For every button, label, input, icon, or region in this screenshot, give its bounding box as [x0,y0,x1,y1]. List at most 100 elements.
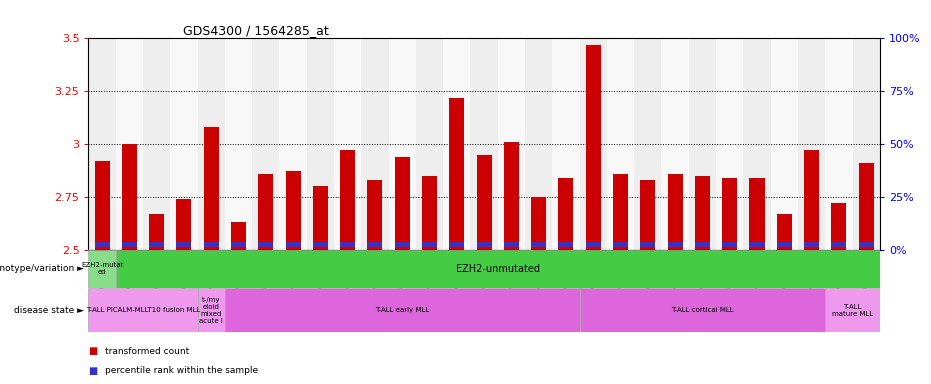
Bar [334,38,361,250]
Bar [662,38,689,250]
Bar [258,242,274,248]
Text: genotype/variation ►: genotype/variation ► [0,264,84,273]
Bar [197,288,225,332]
Bar [804,150,819,250]
Text: disease state ►: disease state ► [14,306,84,314]
Bar [498,38,525,250]
Bar [279,38,306,250]
Bar [204,242,219,248]
Bar [177,242,192,248]
Bar [477,155,492,250]
Bar [143,38,170,250]
Bar [470,38,498,250]
Bar [88,38,115,250]
Bar [771,38,798,250]
Bar [170,38,197,250]
Bar [776,214,791,250]
Bar [853,38,880,250]
Bar [368,242,383,248]
Bar [743,38,771,250]
Bar [252,38,279,250]
Bar [388,38,416,250]
Bar [395,242,410,248]
Bar [613,242,628,248]
Bar [95,242,110,248]
Bar [231,242,246,248]
Text: T-ALL
mature MLL: T-ALL mature MLL [832,304,873,316]
Bar [504,142,519,250]
Bar [559,242,573,248]
Bar [668,242,682,248]
Bar [504,242,519,248]
Bar [749,178,764,250]
Bar [422,242,437,248]
Text: percentile rank within the sample: percentile rank within the sample [105,366,258,375]
Bar [313,186,328,250]
Bar [695,176,710,250]
Bar [149,214,164,250]
Bar [286,172,301,250]
Bar [368,180,383,250]
Bar [559,178,573,250]
Bar [122,144,137,250]
Bar [586,45,600,250]
Bar [798,38,825,250]
Bar [825,38,853,250]
Bar [149,242,164,248]
Bar [197,38,225,250]
Text: transformed count: transformed count [105,347,189,356]
Bar [831,203,846,250]
Bar [532,197,546,250]
Bar [580,38,607,250]
Bar [395,157,410,250]
Bar [177,199,192,250]
Bar [95,161,110,250]
Bar [225,38,252,250]
Text: ■: ■ [88,346,98,356]
Text: GDS4300 / 1564285_at: GDS4300 / 1564285_at [183,24,330,37]
Bar [361,38,388,250]
Bar [858,242,873,248]
Bar [586,242,600,248]
Bar [831,242,846,248]
Bar [313,242,328,248]
Bar [115,38,143,250]
Bar [776,242,791,248]
Bar [804,242,819,248]
Bar [258,174,274,250]
Bar [716,38,743,250]
Bar [88,250,115,288]
Bar [422,176,437,250]
Bar [204,127,219,250]
Bar [306,38,334,250]
Bar [532,242,546,248]
Bar [340,242,356,248]
Bar [689,38,716,250]
Text: T-ALL cortical MLL: T-ALL cortical MLL [671,307,734,313]
Bar [443,38,470,250]
Bar [634,38,662,250]
Bar [580,288,825,332]
Bar [722,178,737,250]
Bar [695,242,710,248]
Text: T-ALL early MLL: T-ALL early MLL [375,307,429,313]
Bar [858,163,873,250]
Bar [340,150,356,250]
Bar [231,222,246,250]
Bar [613,174,628,250]
Bar [450,98,465,250]
Bar [722,242,737,248]
Bar [286,242,301,248]
Bar [552,38,580,250]
Bar [88,288,197,332]
Text: EZH2-mutat
ed: EZH2-mutat ed [81,262,123,275]
Bar [749,242,764,248]
Text: EZH2-unmutated: EZH2-unmutated [456,264,540,274]
Bar [225,288,580,332]
Bar [450,242,465,248]
Bar [525,38,552,250]
Text: t-/my
eloid
mixed
acute l: t-/my eloid mixed acute l [199,296,223,324]
Text: T-ALL PICALM-MLLT10 fusion MLL: T-ALL PICALM-MLLT10 fusion MLL [86,307,200,313]
Bar [416,38,443,250]
Bar [607,38,634,250]
